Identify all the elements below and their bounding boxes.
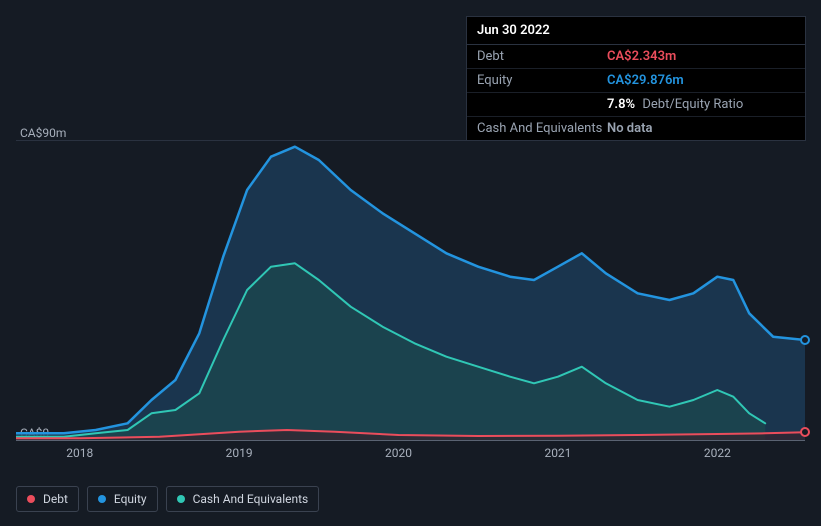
y-axis-max-label: CA$90m bbox=[20, 126, 66, 140]
legend-dot-icon bbox=[27, 495, 35, 503]
legend-label: Cash And Equivalents bbox=[193, 492, 309, 506]
tooltip-row-value: 7.8% Debt/Equity Ratio bbox=[607, 97, 743, 112]
x-axis-tick-label: 2020 bbox=[385, 446, 412, 460]
tooltip-row-sub: Debt/Equity Ratio bbox=[639, 97, 743, 112]
legend-dot-icon bbox=[177, 495, 185, 503]
tooltip-row-value: CA$29.876m bbox=[607, 73, 684, 88]
area-chart bbox=[16, 140, 805, 442]
tooltip-row: 7.8% Debt/Equity Ratio bbox=[467, 93, 805, 117]
legend-item[interactable]: Equity bbox=[87, 486, 158, 512]
x-axis-labels: 2018 2019 2020 2021 2022 bbox=[16, 446, 805, 462]
tooltip-row-label: Cash And Equivalents bbox=[477, 121, 607, 136]
legend-item[interactable]: Cash And Equivalents bbox=[166, 486, 320, 512]
legend-dot-icon bbox=[98, 495, 106, 503]
tooltip-row: Cash And EquivalentsNo data bbox=[467, 117, 805, 140]
tooltip-rows: DebtCA$2.343mEquityCA$29.876m7.8% Debt/E… bbox=[467, 45, 805, 140]
x-axis-tick-label: 2019 bbox=[226, 446, 253, 460]
tooltip-date: Jun 30 2022 bbox=[467, 17, 805, 45]
tooltip-row-label: Equity bbox=[477, 73, 607, 88]
tooltip-row-value: No data bbox=[607, 121, 652, 136]
x-axis-tick-label: 2022 bbox=[704, 446, 731, 460]
legend-item[interactable]: Debt bbox=[16, 486, 79, 512]
series-end-marker bbox=[800, 427, 810, 437]
legend-label: Equity bbox=[114, 492, 147, 506]
chart-tooltip: Jun 30 2022 DebtCA$2.343mEquityCA$29.876… bbox=[466, 16, 806, 141]
chart-legend: Debt Equity Cash And Equivalents bbox=[16, 486, 319, 512]
tooltip-row-value: CA$2.343m bbox=[607, 49, 676, 64]
tooltip-row-label: Debt bbox=[477, 49, 607, 64]
x-axis-tick-label: 2021 bbox=[544, 446, 571, 460]
x-axis-tick-label: 2018 bbox=[66, 446, 93, 460]
series-end-marker bbox=[800, 335, 810, 345]
legend-label: Debt bbox=[43, 492, 68, 506]
tooltip-row: DebtCA$2.343m bbox=[467, 45, 805, 69]
tooltip-row: EquityCA$29.876m bbox=[467, 69, 805, 93]
tooltip-row-label bbox=[477, 97, 607, 112]
